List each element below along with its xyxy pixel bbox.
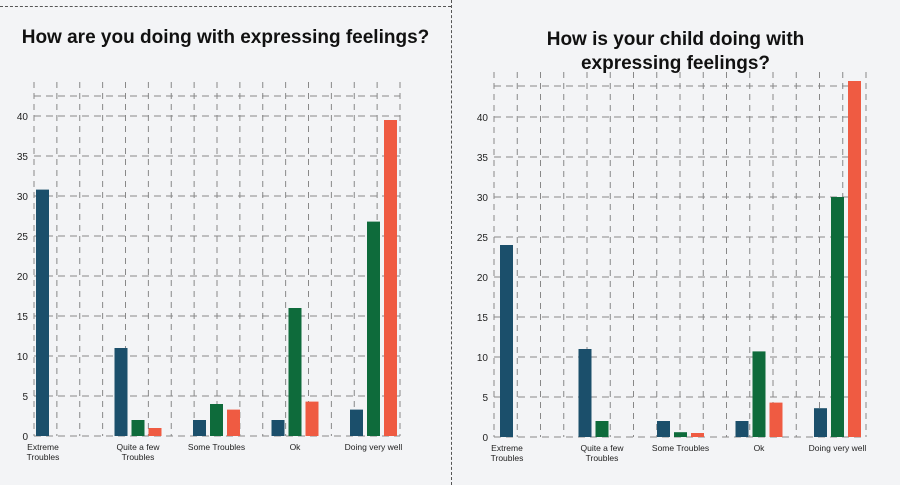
y-tick-label: 25 — [17, 232, 29, 243]
bar-series2 — [288, 308, 302, 436]
y-tick-label: 0 — [482, 433, 488, 444]
bar-series2 — [674, 432, 687, 437]
x-tick-label: Troubles — [491, 453, 524, 463]
x-tick-label: Ok — [290, 442, 302, 452]
x-tick-label: Doing very well — [809, 443, 867, 453]
y-tick-label: 15 — [477, 313, 489, 324]
bar-series1 — [814, 408, 827, 437]
y-tick-label: 10 — [477, 353, 489, 364]
bar-series1 — [350, 409, 363, 436]
bar-series2 — [131, 420, 145, 436]
x-tick-label: Some Troubles — [652, 443, 709, 453]
x-tick-label: Quite a few — [117, 442, 161, 452]
bar-series1 — [114, 348, 128, 436]
y-tick-label: 35 — [17, 152, 29, 163]
y-tick-label: 15 — [17, 312, 29, 323]
x-tick-label: Quite a few — [581, 443, 625, 453]
bar-series1 — [36, 189, 49, 436]
bar-series1 — [271, 420, 285, 436]
y-tick-label: 40 — [477, 113, 489, 124]
bar-series3 — [691, 433, 704, 437]
bar-series1 — [735, 421, 749, 437]
y-tick-label: 30 — [477, 193, 489, 204]
x-tick-label: Troubles — [586, 453, 619, 463]
bar-series1 — [193, 420, 206, 436]
y-tick-label: 10 — [17, 352, 29, 363]
y-tick-label: 40 — [17, 112, 29, 123]
y-tick-label: 30 — [17, 192, 29, 203]
bar-series1 — [578, 349, 592, 437]
x-tick-label: Troubles — [27, 452, 60, 462]
x-tick-label: Troubles — [122, 452, 155, 462]
bar-series3 — [148, 428, 162, 436]
y-tick-label: 5 — [22, 392, 28, 403]
bar-series1 — [657, 421, 670, 437]
x-tick-label: Some Troubles — [188, 442, 245, 452]
chart-title-left: How are you doing with expressing feelin… — [21, 27, 430, 48]
chart-title-right-line2: expressing feelings? — [580, 53, 770, 74]
y-tick-label: 20 — [17, 272, 29, 283]
y-tick-label: 25 — [477, 233, 489, 244]
bar-series2 — [752, 351, 766, 437]
bar-series2 — [210, 404, 223, 436]
y-tick-label: 20 — [477, 273, 489, 284]
x-tick-label: Doing very well — [345, 442, 403, 452]
chart-title-right: How is your child doing with expressing … — [451, 28, 900, 76]
bar-series2 — [367, 221, 380, 436]
bar-series2 — [831, 197, 844, 437]
y-tick-label: 0 — [22, 432, 28, 443]
bar-series2 — [595, 421, 609, 437]
top-divider — [0, 6, 451, 7]
x-tick-label: Extreme — [27, 442, 59, 452]
x-tick-label: Extreme — [491, 443, 523, 453]
bar-series3 — [384, 120, 397, 436]
center-divider — [451, 0, 452, 485]
bar-series3 — [769, 402, 783, 437]
y-tick-label: 5 — [482, 393, 488, 404]
bar-series3 — [305, 401, 319, 436]
bar-series3 — [848, 81, 861, 437]
bar-series3 — [227, 409, 240, 436]
y-tick-label: 35 — [477, 153, 489, 164]
bar-series1 — [500, 245, 513, 437]
chart-title-right-line1: How is your child doing with — [546, 29, 805, 50]
x-tick-label: Ok — [754, 443, 766, 453]
